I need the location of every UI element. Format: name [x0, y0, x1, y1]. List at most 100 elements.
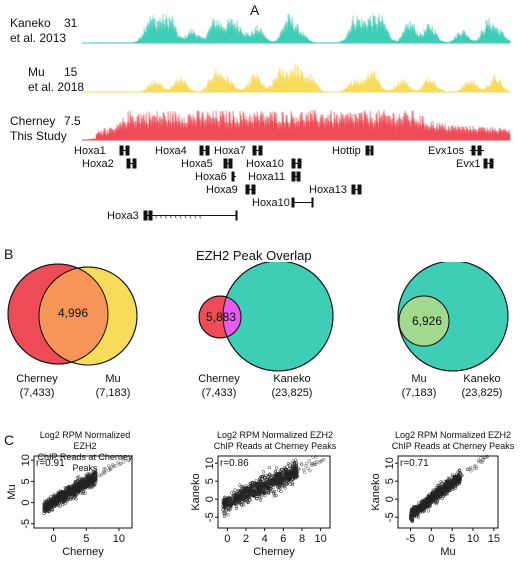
venn-3-right-caption: Kaneko (23,825)	[452, 372, 512, 400]
scatter-point	[312, 462, 316, 467]
scatter-point	[237, 490, 241, 495]
venn-1	[7, 263, 138, 366]
x-tick-label: 0	[51, 533, 57, 545]
scatter-point	[231, 501, 235, 506]
x-tick-label: 0	[224, 533, 230, 545]
scatter-point	[410, 518, 415, 522]
y-tick-label: 0	[384, 496, 396, 502]
scatter-point	[425, 502, 429, 507]
scatter-point	[268, 473, 272, 477]
track-2-label: Mu et al. 2018	[28, 65, 84, 95]
scatter-point	[272, 490, 276, 494]
scatter-point	[66, 486, 70, 490]
scatter-point	[279, 471, 284, 475]
scatter-point	[276, 477, 281, 482]
scatter-point	[73, 495, 77, 499]
scatter-point	[225, 504, 229, 508]
scatter-point	[42, 502, 47, 507]
scatter-point	[259, 486, 263, 490]
scatter-point	[246, 486, 250, 491]
scatter-point	[455, 482, 459, 487]
scatter-point	[86, 481, 91, 485]
scatter-point	[291, 475, 296, 479]
scatter-point	[426, 494, 430, 498]
scatter-point	[56, 499, 61, 503]
scatter-point	[268, 479, 272, 483]
scatter-point	[436, 487, 440, 491]
scatter-point	[485, 455, 489, 459]
x-axis-label: Cherney	[253, 546, 295, 558]
scatter-point	[257, 492, 261, 496]
scatter-point	[435, 488, 440, 492]
coverage-signal	[82, 62, 511, 94]
scatter-point	[481, 458, 485, 462]
scatter-point	[434, 500, 438, 504]
scatter-point	[43, 509, 47, 514]
scatter-point	[238, 498, 242, 502]
scatter-point	[435, 494, 439, 499]
scatter-point	[240, 493, 245, 497]
scatter-point	[79, 482, 83, 487]
y-tick-label: 10	[384, 457, 396, 469]
scatter-point	[65, 490, 69, 494]
track-3-label-line1: Cherney	[10, 114, 56, 128]
y-tick-label: -5	[204, 512, 216, 522]
scatter-point	[42, 506, 47, 510]
scatter-point	[243, 494, 247, 498]
venn-2	[198, 262, 334, 372]
scatter-point	[288, 482, 292, 486]
scatter-point	[54, 502, 58, 507]
gene-label-hoxa9: Hoxa9	[206, 184, 238, 196]
gene-hoxa9	[245, 184, 256, 195]
scatter-point	[47, 501, 52, 506]
scatter-point	[437, 491, 441, 496]
venn-2-overlap	[223, 296, 241, 338]
scatter-point	[110, 463, 115, 467]
scatter-point	[126, 458, 130, 463]
scatter-point	[224, 503, 228, 507]
y-tick-label: 0	[204, 496, 216, 502]
scatter-point	[103, 470, 107, 474]
scatter-point	[64, 486, 68, 490]
gene-evx1	[483, 158, 494, 169]
venn-3-left-name: Mu	[411, 373, 427, 385]
scatter-point	[267, 465, 271, 470]
scatter-point	[285, 479, 289, 484]
scatter-point	[231, 498, 235, 502]
scatter-point	[247, 491, 251, 495]
scatter-point	[277, 476, 281, 480]
venn-1-overlap-count: 4,996	[58, 306, 89, 320]
track-1-label-line2: et al. 2013	[10, 31, 67, 45]
scatter-point	[457, 481, 462, 485]
scatter-point	[435, 496, 440, 500]
scatter-point	[240, 491, 245, 495]
gene-hoxa3: ‹ ‹ ‹ ‹ ‹ ‹ ‹ ‹ ‹ ‹	[143, 210, 238, 221]
scatter-point	[468, 465, 473, 470]
scatter-point	[65, 499, 69, 504]
scatter-point	[409, 514, 413, 518]
scatter-point	[300, 463, 304, 467]
scatter-point	[229, 503, 233, 508]
gene-hoxa6	[231, 171, 236, 182]
venn-2-right-caption: Kaneko (23,825)	[262, 372, 322, 400]
scatter-point	[457, 475, 461, 480]
scatter-point	[439, 480, 443, 484]
scatter-point	[229, 500, 233, 504]
scatter-point	[263, 482, 268, 486]
scatter-point	[119, 461, 123, 466]
scatter-point	[103, 467, 107, 471]
scatter-point	[450, 479, 454, 483]
scatter-point	[51, 500, 55, 504]
scatter-point	[272, 494, 276, 498]
scatter-point	[435, 499, 440, 504]
scatter-point	[250, 481, 254, 485]
scatter-point	[49, 505, 53, 509]
scatter-2-title-line2: ChIP Reads at Cherney Peaks	[213, 441, 337, 451]
scatter-point	[445, 491, 450, 495]
scatter-point	[274, 466, 279, 470]
gene-label-hoxa7: Hoxa7	[214, 145, 246, 157]
scatter-point	[271, 483, 275, 487]
scatter-point	[409, 512, 414, 516]
scatter-point	[283, 467, 287, 471]
scatter-point	[271, 481, 276, 485]
